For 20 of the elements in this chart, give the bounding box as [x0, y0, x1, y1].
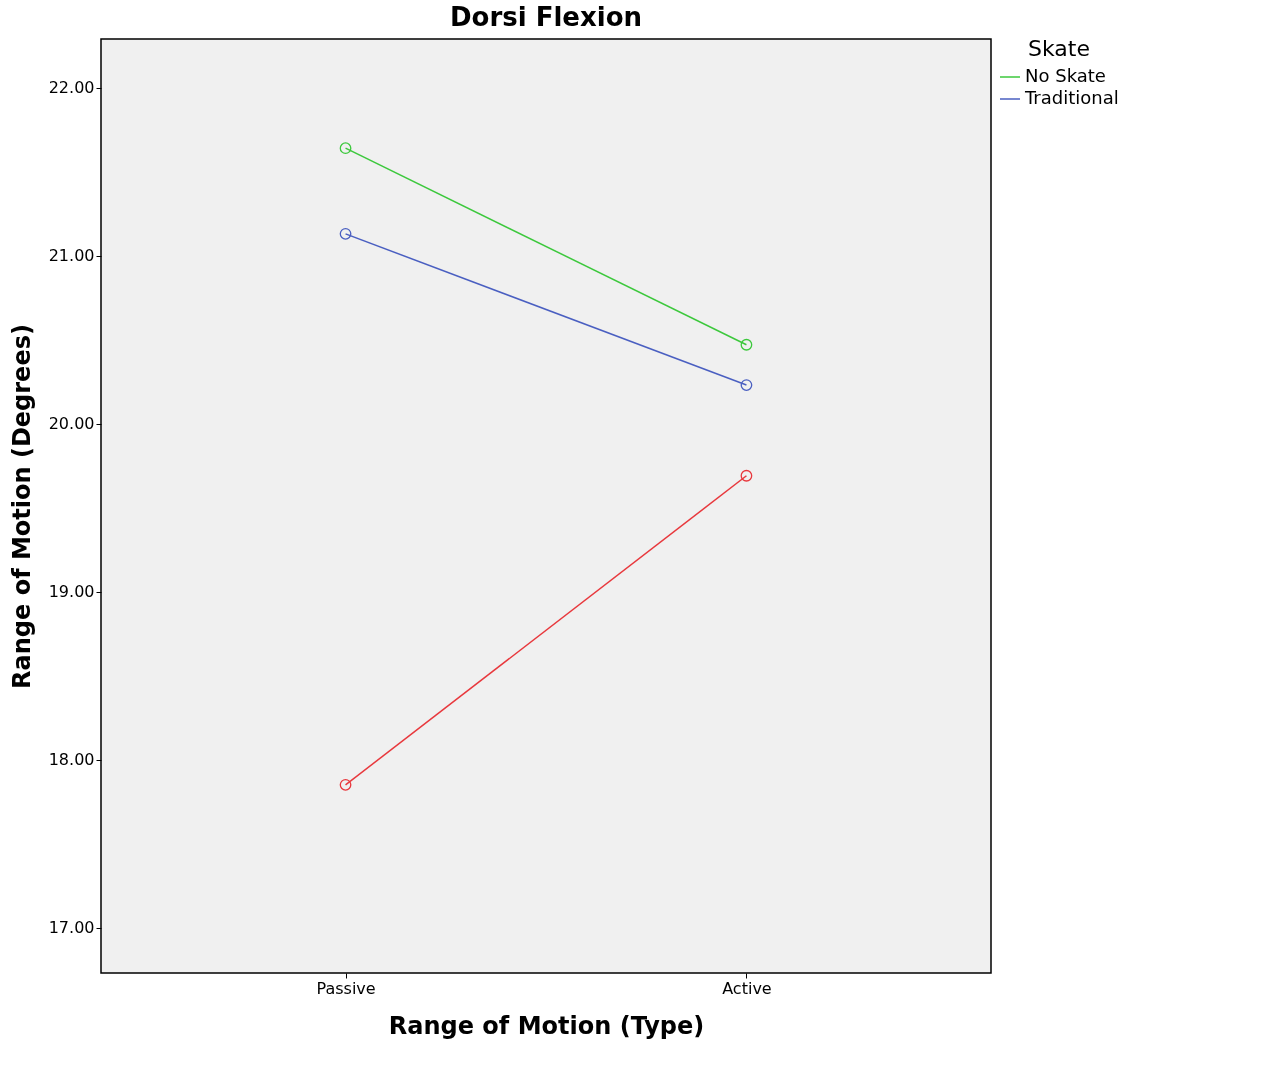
- point: [740, 379, 753, 391]
- point: [740, 469, 753, 482]
- y-tick-label: 22.00: [48, 78, 95, 98]
- x-tick-label: Passive: [316, 978, 376, 998]
- x-tick-label: Active: [722, 978, 772, 998]
- point: [339, 142, 352, 155]
- y-tick-label: 20.00: [48, 414, 95, 434]
- legend-title: Skate: [1028, 36, 1090, 61]
- legend-label: No Skate: [1025, 65, 1106, 86]
- y-tick-label: 17.00: [48, 918, 95, 938]
- x-axis-title: Range of Motion (Type): [388, 1011, 705, 1040]
- point: [339, 227, 352, 240]
- point: [339, 778, 352, 791]
- y-axis-title: Range of Motion (Degrees): [7, 324, 36, 689]
- point: [740, 338, 753, 351]
- y-tick-label: 21.00: [48, 246, 95, 266]
- y-tick-label: 18.00: [48, 750, 95, 770]
- y-tick-label: 19.00: [48, 582, 95, 602]
- chart-title: Dorsi Flexion: [449, 2, 643, 32]
- legend-label: Traditional: [1024, 87, 1119, 108]
